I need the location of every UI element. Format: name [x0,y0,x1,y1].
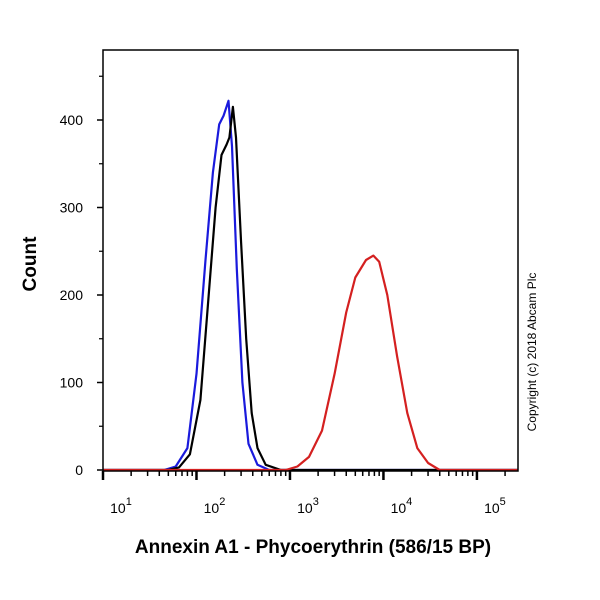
x-tick-label: 102 [204,496,226,516]
histogram-series-2 [103,254,518,472]
y-tick-label: 300 [60,200,84,216]
x-axis-label: Annexin A1 - Phycoerythrin (586/15 BP) [135,537,491,558]
y-tick-label: 200 [60,287,84,303]
x-tick-label: 105 [484,496,506,516]
plot-frame [102,49,519,472]
y-tick-label: 100 [60,375,84,391]
x-tick-label: 104 [391,496,413,516]
y-axis-label: Count [20,236,41,292]
copyright-annotation: Copyright (c) 2018 Abcam Plc [525,273,539,432]
ticks-layer: 101 102 103 104 105 0 100 200 300 400 [60,75,506,516]
histogram-series-0 [103,99,518,472]
histogram-series-1 [103,105,518,472]
series-layer [103,99,518,472]
y-tick-label: 400 [60,112,84,128]
x-tick-label: 103 [297,496,319,516]
x-tick-label: 101 [110,496,132,516]
y-tick-label: 0 [75,462,83,478]
